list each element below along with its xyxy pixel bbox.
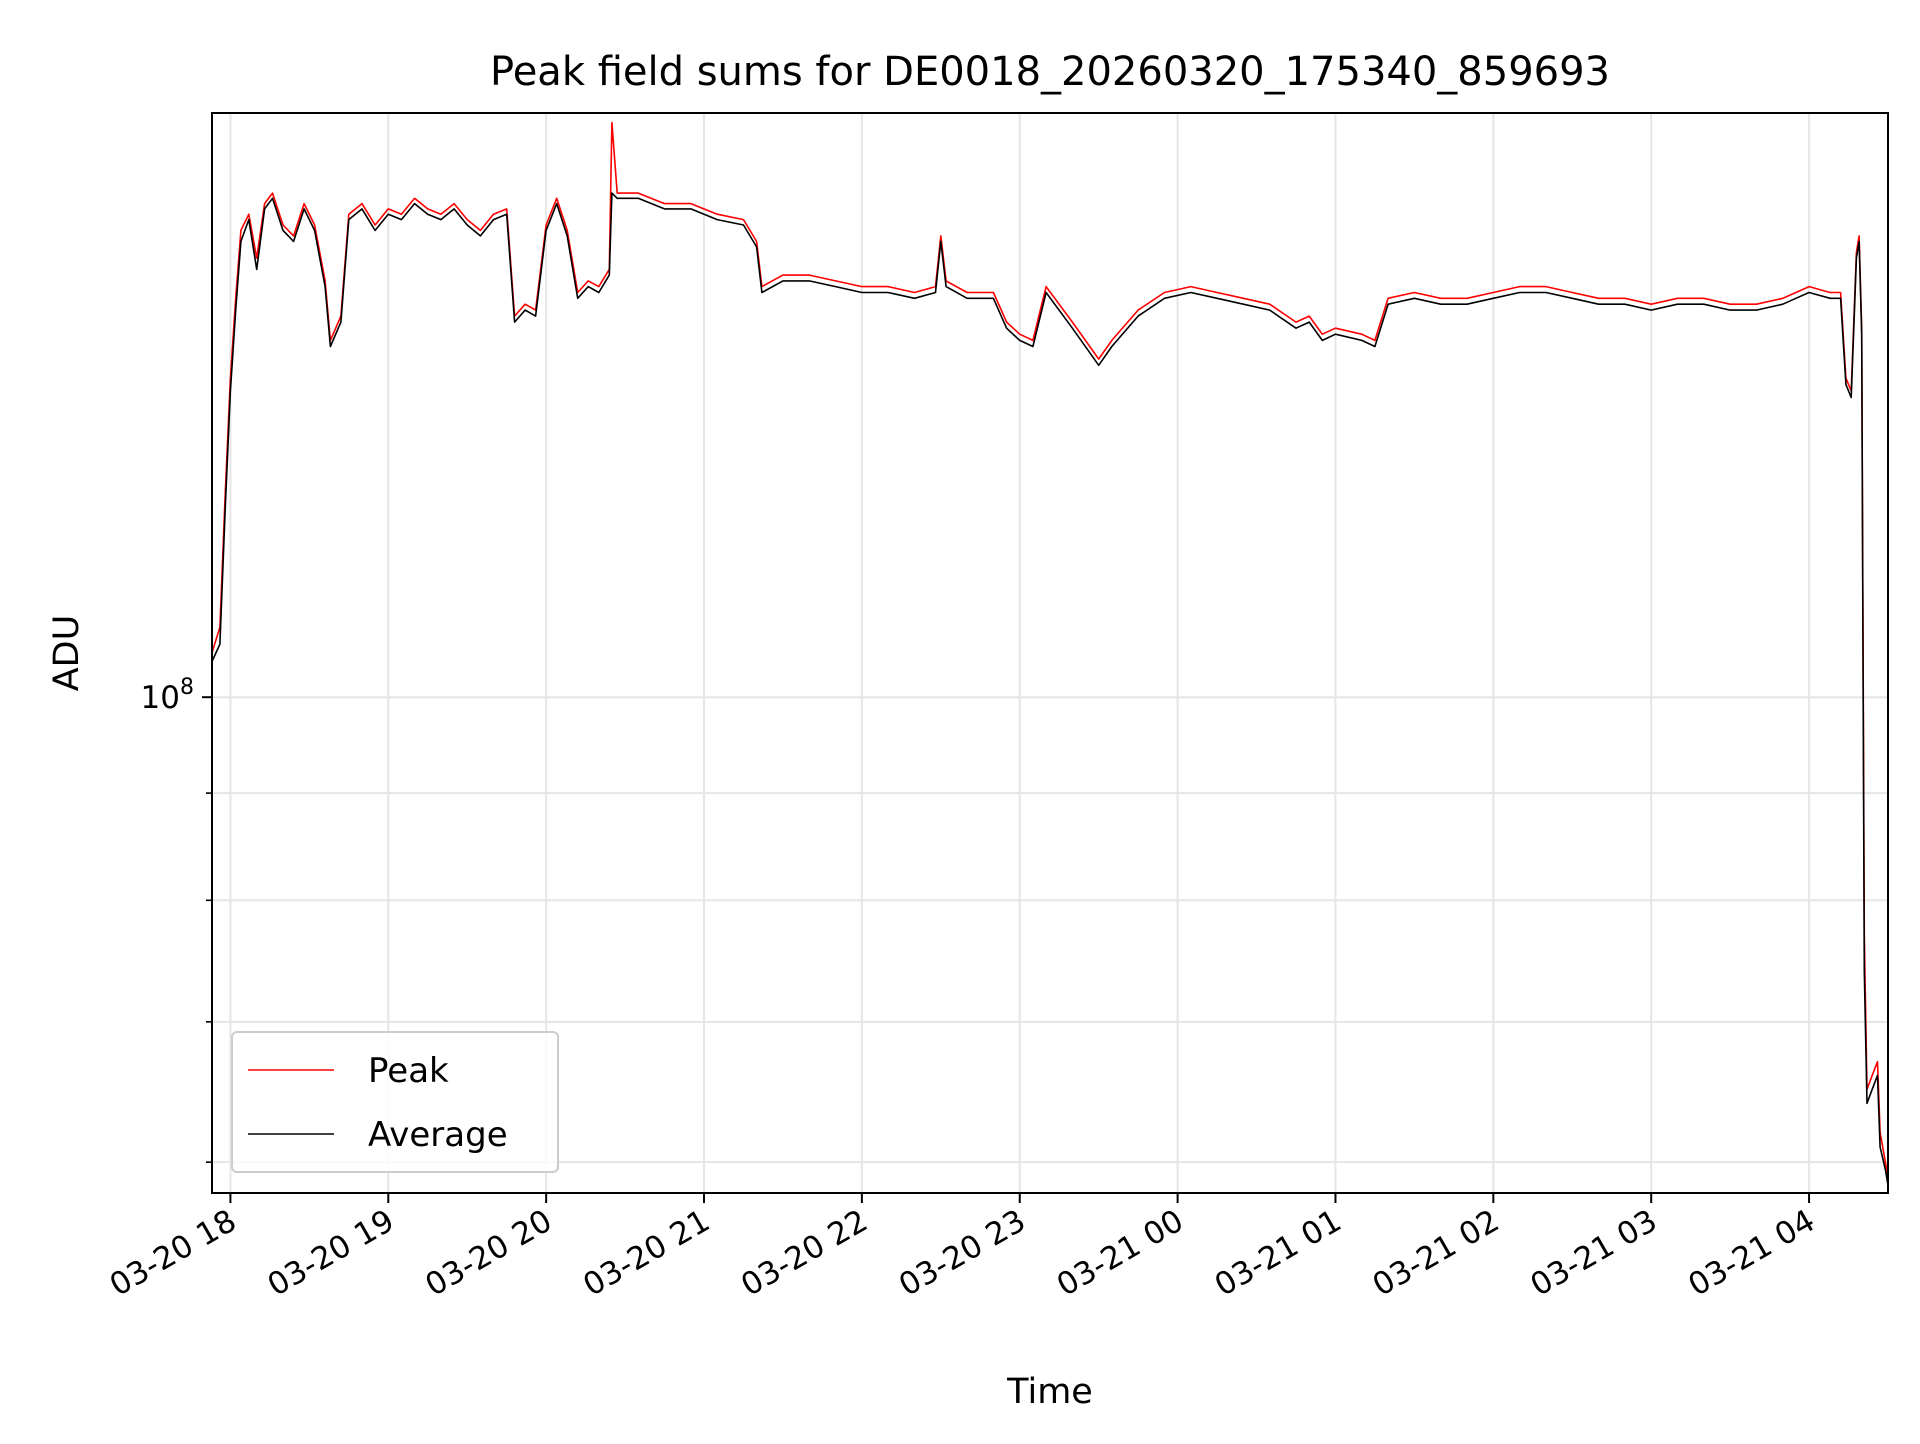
axis-ticks: 03-20 18 03-20 19 03-20 20 03-20 21 03-20 22… <box>104 675 1821 1303</box>
x-tick-label: 03-21 00 <box>1051 1203 1190 1304</box>
x-tick-label: 03-20 22 <box>735 1203 874 1304</box>
x-tick-label: 03-21 03 <box>1524 1203 1663 1304</box>
x-tick-label: 03-20 21 <box>577 1203 716 1304</box>
y-axis-label: ADU <box>47 615 87 692</box>
legend-label-peak: Peak <box>368 1051 449 1091</box>
series-line-average <box>211 192 1889 1186</box>
x-tick-label: 03-20 19 <box>262 1203 401 1304</box>
x-tick-label: 03-20 18 <box>104 1203 243 1304</box>
legend-label-average: Average <box>368 1115 508 1155</box>
series-line-peak <box>211 121 1889 1178</box>
legend-box <box>231 1031 559 1173</box>
x-axis-label: Time <box>1006 1372 1093 1412</box>
x-tick-label: 03-21 04 <box>1682 1203 1821 1304</box>
x-tick-label: 03-21 01 <box>1209 1203 1348 1304</box>
x-tick-label: 03-20 20 <box>419 1203 558 1304</box>
x-tick-label: 03-21 02 <box>1367 1203 1506 1304</box>
series-lines <box>211 121 1889 1186</box>
plot-frame <box>211 112 1889 1194</box>
legend: Peak Average <box>231 1031 559 1173</box>
chart-title: Peak field sums for DE0018_20260320_1753… <box>490 49 1610 95</box>
x-tick-label: 03-20 23 <box>893 1203 1032 1304</box>
y-tick-label: 108 <box>141 675 194 716</box>
